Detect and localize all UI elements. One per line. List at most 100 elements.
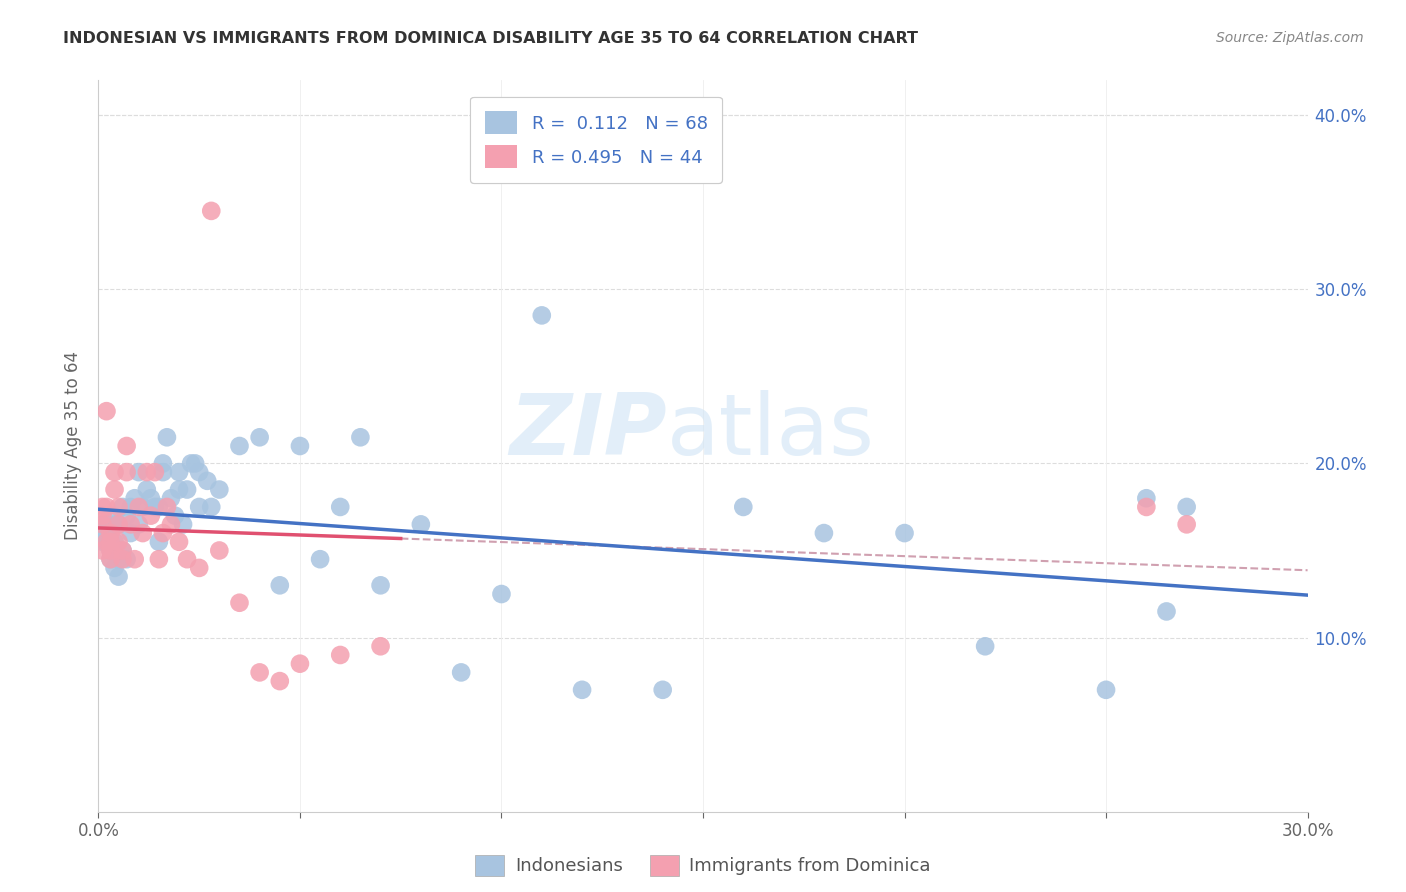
Point [450,665,472,680]
Point [100,534,122,549]
Point [132,500,155,514]
Point [91,517,114,532]
Point [103,483,125,497]
Point [100,508,122,523]
Point [91,534,114,549]
Point [195,474,218,488]
Point [100,552,122,566]
Point [1156,604,1178,618]
Point [107,569,129,583]
Point [176,483,198,497]
Point [200,500,222,514]
Point [152,457,174,471]
Legend: R =  0.112   N = 68, R = 0.495   N = 44: R = 0.112 N = 68, R = 0.495 N = 44 [470,96,723,183]
Y-axis label: Disability Age 35 to 64: Disability Age 35 to 64 [65,351,83,541]
Point [208,483,231,497]
Point [409,517,432,532]
Point [91,517,114,532]
Point [163,508,186,523]
Point [100,526,122,541]
Point [103,561,125,575]
Point [370,640,392,654]
Point [111,552,134,566]
Text: ZIP: ZIP [509,390,666,473]
Point [188,465,211,479]
Point [167,483,190,497]
Point [91,508,114,523]
Point [124,552,146,566]
Point [148,552,170,566]
Text: atlas: atlas [666,390,875,473]
Point [1135,500,1157,514]
Point [974,640,997,654]
Point [115,439,138,453]
Point [128,465,150,479]
Point [1175,517,1198,532]
Point [103,465,125,479]
Point [160,491,183,506]
Point [107,517,129,532]
Point [115,465,138,479]
Point [143,500,166,514]
Point [208,543,231,558]
Point [167,465,190,479]
Point [100,534,122,549]
Point [139,508,162,523]
Point [1175,500,1198,514]
Point [96,526,118,541]
Point [228,596,250,610]
Point [228,439,250,453]
Point [288,657,311,671]
Point [813,526,835,541]
Point [288,439,311,453]
Point [103,517,125,532]
Point [128,517,150,532]
Point [152,526,174,541]
Point [124,491,146,506]
Point [1135,491,1157,506]
Point [160,517,183,532]
Point [733,500,755,514]
Point [96,534,118,549]
Point [188,500,211,514]
Point [329,648,352,662]
Point [176,552,198,566]
Point [156,430,179,444]
Point [180,457,202,471]
Point [115,552,138,566]
Point [184,457,207,471]
Point [111,543,134,558]
Point [143,465,166,479]
Point [530,309,553,323]
Point [107,500,129,514]
Legend: Indonesians, Immigrants from Dominica: Indonesians, Immigrants from Dominica [465,846,941,885]
Point [100,543,122,558]
Point [91,543,114,558]
Point [135,483,157,497]
Point [132,526,155,541]
Point [370,578,392,592]
Point [329,500,352,514]
Point [156,500,179,514]
Point [148,500,170,514]
Point [349,430,371,444]
Text: Source: ZipAtlas.com: Source: ZipAtlas.com [1216,31,1364,45]
Point [139,491,162,506]
Point [309,552,332,566]
Point [152,465,174,479]
Point [491,587,513,601]
Point [200,203,222,218]
Point [269,578,291,592]
Point [167,534,190,549]
Point [96,500,118,514]
Point [651,682,673,697]
Point [96,404,118,418]
Point [1095,682,1118,697]
Point [172,517,194,532]
Point [107,517,129,532]
Point [249,430,271,444]
Point [188,561,211,575]
Point [111,543,134,558]
Point [115,508,138,523]
Point [249,665,271,680]
